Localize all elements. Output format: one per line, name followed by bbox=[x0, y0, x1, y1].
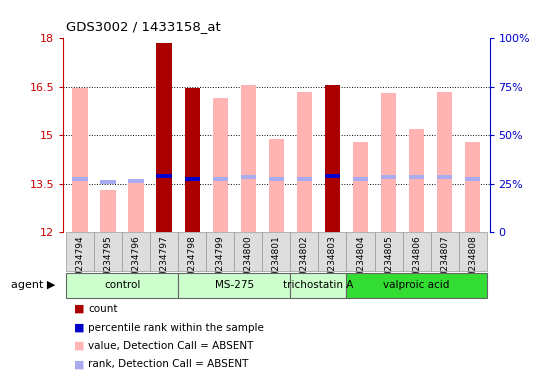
Text: GSM234794: GSM234794 bbox=[75, 235, 85, 290]
Bar bbox=[185, 88, 200, 232]
Text: GSM234802: GSM234802 bbox=[300, 235, 309, 290]
Bar bbox=[206, 232, 234, 271]
Bar bbox=[213, 177, 228, 181]
Bar bbox=[409, 175, 424, 179]
Bar bbox=[296, 177, 312, 181]
Bar bbox=[150, 232, 178, 271]
Bar bbox=[122, 232, 150, 271]
Bar bbox=[346, 273, 487, 298]
Bar bbox=[353, 142, 368, 232]
Text: GSM234804: GSM234804 bbox=[356, 235, 365, 290]
Text: GSM234795: GSM234795 bbox=[103, 235, 113, 290]
Bar bbox=[262, 232, 290, 271]
Text: count: count bbox=[88, 304, 118, 314]
Bar bbox=[346, 232, 375, 271]
Bar bbox=[66, 232, 94, 271]
Text: GSM234796: GSM234796 bbox=[131, 235, 141, 290]
Bar bbox=[437, 92, 452, 232]
Bar bbox=[129, 180, 144, 232]
Text: GSM234803: GSM234803 bbox=[328, 235, 337, 290]
Bar bbox=[381, 175, 396, 179]
Bar bbox=[290, 273, 346, 298]
Bar bbox=[409, 129, 424, 232]
Bar bbox=[157, 43, 172, 232]
Bar bbox=[353, 177, 368, 181]
Text: valproic acid: valproic acid bbox=[383, 280, 450, 290]
Bar bbox=[178, 232, 206, 271]
Text: percentile rank within the sample: percentile rank within the sample bbox=[88, 323, 264, 333]
Text: GSM234798: GSM234798 bbox=[188, 235, 197, 290]
Bar bbox=[185, 177, 200, 181]
Bar bbox=[240, 175, 256, 179]
Text: trichostatin A: trichostatin A bbox=[283, 280, 354, 290]
Bar bbox=[465, 177, 480, 181]
Bar bbox=[437, 175, 452, 179]
Bar bbox=[375, 232, 403, 271]
Bar bbox=[73, 88, 88, 232]
Bar bbox=[324, 85, 340, 232]
Text: control: control bbox=[104, 280, 140, 290]
Text: ■: ■ bbox=[74, 359, 85, 369]
Bar bbox=[73, 177, 88, 181]
Text: GSM234805: GSM234805 bbox=[384, 235, 393, 290]
Bar bbox=[240, 85, 256, 232]
Text: GDS3002 / 1433158_at: GDS3002 / 1433158_at bbox=[66, 20, 221, 33]
Text: GSM234807: GSM234807 bbox=[440, 235, 449, 290]
Bar bbox=[318, 232, 346, 271]
Bar bbox=[465, 142, 480, 232]
Bar bbox=[268, 139, 284, 232]
Bar bbox=[324, 85, 340, 232]
Bar bbox=[129, 179, 144, 183]
Text: agent ▶: agent ▶ bbox=[10, 280, 55, 290]
Bar bbox=[381, 93, 396, 232]
Bar bbox=[213, 98, 228, 232]
Text: value, Detection Call = ABSENT: value, Detection Call = ABSENT bbox=[88, 341, 254, 351]
Bar bbox=[178, 273, 290, 298]
Text: MS-275: MS-275 bbox=[214, 280, 254, 290]
Text: GSM234801: GSM234801 bbox=[272, 235, 281, 290]
Text: GSM234806: GSM234806 bbox=[412, 235, 421, 290]
Text: ■: ■ bbox=[74, 323, 85, 333]
Bar bbox=[157, 43, 172, 232]
Text: GSM234797: GSM234797 bbox=[160, 235, 169, 290]
Bar bbox=[403, 232, 431, 271]
Bar bbox=[157, 174, 172, 178]
Text: GSM234800: GSM234800 bbox=[244, 235, 253, 290]
Bar bbox=[268, 177, 284, 181]
Bar bbox=[324, 174, 340, 178]
Bar bbox=[431, 232, 459, 271]
Text: ■: ■ bbox=[74, 304, 85, 314]
Bar bbox=[234, 232, 262, 271]
Text: GSM234799: GSM234799 bbox=[216, 235, 225, 290]
Bar bbox=[185, 88, 200, 232]
Bar bbox=[66, 273, 178, 298]
Bar bbox=[296, 92, 312, 232]
Text: rank, Detection Call = ABSENT: rank, Detection Call = ABSENT bbox=[88, 359, 249, 369]
Bar bbox=[290, 232, 318, 271]
Text: ■: ■ bbox=[74, 341, 85, 351]
Bar bbox=[101, 180, 116, 184]
Bar bbox=[101, 190, 116, 232]
Text: GSM234808: GSM234808 bbox=[468, 235, 477, 290]
Bar bbox=[459, 232, 487, 271]
Bar bbox=[94, 232, 122, 271]
